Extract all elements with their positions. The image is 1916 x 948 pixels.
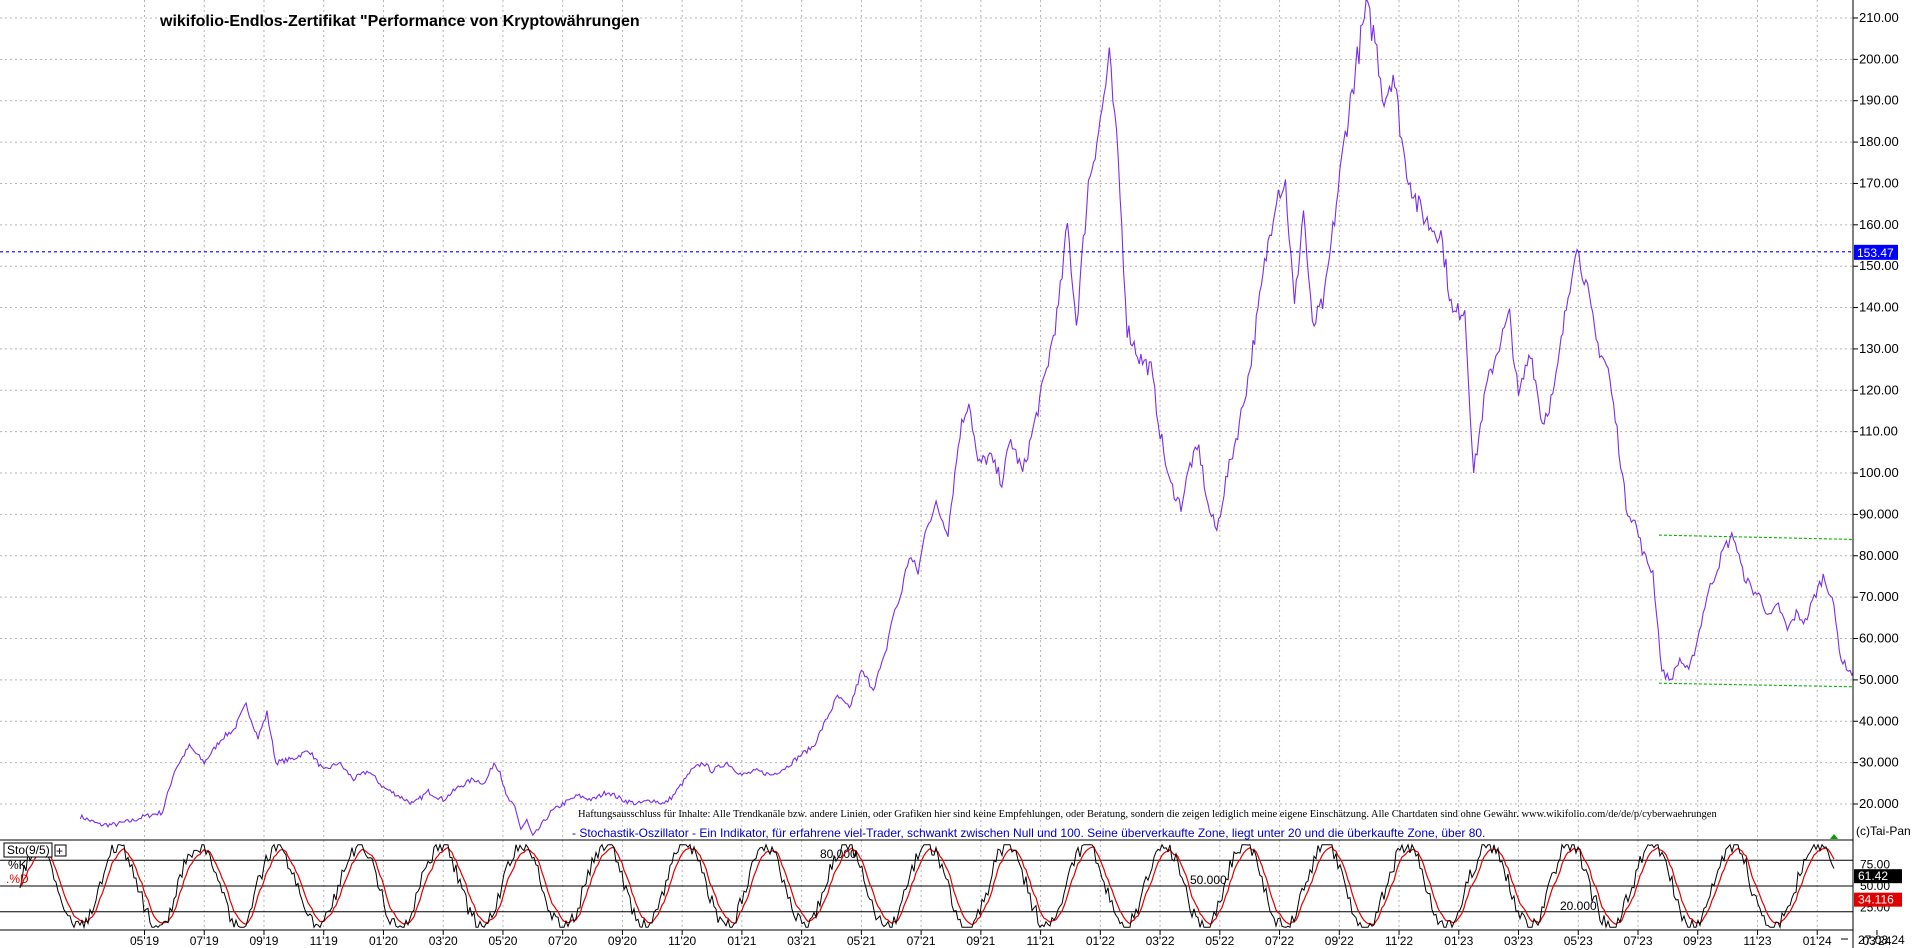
y-tick-label: 100.00 [1859,465,1899,480]
x-tick-label: 01'22 [1086,934,1115,948]
y-tick-label: 90.000 [1859,506,1899,521]
x-tick-label: 03'21 [787,934,816,948]
y-tick-label: 180.00 [1859,134,1899,149]
x-tick-label: 01'24 [1803,934,1832,948]
x-tick-label: 11'21 [1027,934,1055,948]
grid-lines [0,0,1878,930]
stochastic-title-box[interactable] [3,842,53,858]
indicator-note: - Stochastik-Oszillator - Ein Indikator,… [572,826,1485,840]
x-tick-label: 11'23 [1743,934,1771,948]
stochastic-level-label: 50.000 [1190,873,1227,887]
x-tick-label: 03'22 [1146,934,1175,948]
y-tick-label: 50.000 [1859,672,1899,687]
y-tick-label: 210.00 [1859,10,1899,25]
x-tick-label: 07'19 [190,934,219,948]
stochastic-k-tag-text: 61.42 [1858,869,1888,883]
x-tick-label: 05'21 [847,934,876,948]
y-tick-label: 80.000 [1859,548,1899,563]
x-tick-label: 09'20 [608,934,637,948]
stochastic-axis-label: 75.00 [1860,858,1890,872]
x-tick-label: 07'23 [1624,934,1653,948]
chart-title: wikifolio-Endlos-Zertifikat "Performance… [159,13,640,30]
x-tick-label: 01'20 [369,934,398,948]
x-tick-label: 07'22 [1265,934,1294,948]
plus-icon[interactable]: + [56,844,63,858]
y-tick-label: 60.000 [1859,631,1899,646]
x-tick-label: 09'22 [1325,934,1354,948]
stochastic-k-label: %K [8,858,27,872]
x-tick-label: 01'21 [727,934,756,948]
x-tick-label: 07'20 [548,934,577,948]
stochastic-k-tag [1854,869,1902,884]
y-tick-label: 30.000 [1859,755,1899,770]
price-axis-background [1853,0,1916,948]
last-price-tag-text: 153.47 [1857,246,1894,260]
y-tick-label: 150.00 [1859,258,1899,273]
y-tick-label: 140.00 [1859,300,1899,315]
x-tick-label: 05'19 [130,934,159,948]
stochastic-level-label: 20.000 [1560,899,1597,913]
price-axis-ticks: 20.000 30.000 40.000 50.000 60.000 70.000 80.0… [1853,10,1899,811]
x-tick-label: 05'22 [1205,934,1234,948]
stochastic-levels: 80.000 50.000 20.000 [0,847,1853,913]
y-tick-label: 160.00 [1859,217,1899,232]
x-tick-label: 05'23 [1564,934,1593,948]
time-axis-ticks: 05'19 07'19 09'19 11'19 01'20 03'20 05'20 07'20… [130,930,1892,948]
x-tick-label: 09'19 [249,934,278,948]
last-price-tag [1854,244,1898,260]
x-tick-label: 01'23 [1444,934,1473,948]
up-arrow-icon [1830,834,1838,839]
y-tick-label: 120.00 [1859,382,1899,397]
price-series-line [79,0,1916,837]
y-tick-label: 190.00 [1859,93,1899,108]
expand-box[interactable] [54,844,67,857]
y-tick-label: 130.00 [1859,341,1899,356]
stochastic-k-line [19,843,1835,930]
x-tick-label: 09'21 [966,934,995,948]
credit-text: (c)Tai-Pan [1856,824,1911,838]
stochastic-d-tag-text: 34.116 [1858,893,1894,907]
x-tick-label: 03'23 [1504,934,1533,948]
x-tick-label: 11'20 [668,934,696,948]
x-tick-label: 07'21 [907,934,936,948]
x-tick-label: 11'19 [310,934,338,948]
x-tick-label: 03'24 [1862,934,1891,948]
end-date-label: 27.03.24 [1858,933,1905,947]
x-tick-label: 11'22 [1385,934,1413,948]
stochastic-d-label: .%D [6,872,29,886]
stochastic-title: Sto(9/5) [7,843,50,857]
y-tick-label: 70.000 [1859,589,1899,604]
stochastic-d-tag [1854,892,1902,907]
x-tick-label: 09'23 [1683,934,1712,948]
y-tick-label: 200.00 [1859,51,1899,66]
y-tick-label: 170.00 [1859,175,1899,190]
y-tick-label: 110.00 [1859,424,1898,439]
x-tick-label: 05'20 [488,934,517,948]
stochastic-level-label: 80.000 [820,847,857,861]
x-tick-label: 03'20 [429,934,458,948]
y-tick-label: 20.000 [1859,796,1899,811]
disclaimer-text: Haftungsausschluss für Inhalte: Alle Tre… [578,809,1717,820]
y-tick-label: 40.000 [1859,713,1899,728]
